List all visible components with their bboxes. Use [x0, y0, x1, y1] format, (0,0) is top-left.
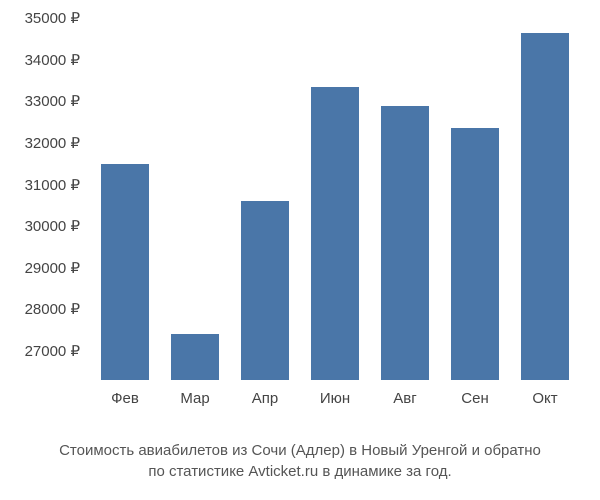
- caption-line-1: Стоимость авиабилетов из Сочи (Адлер) в …: [59, 442, 541, 459]
- bar: [521, 33, 569, 380]
- y-tick-label: 31000 ₽: [25, 176, 80, 194]
- y-tick-label: 35000 ₽: [25, 9, 80, 27]
- bar: [101, 164, 149, 380]
- plot-area: [90, 10, 580, 380]
- chart-caption: Стоимость авиабилетов из Сочи (Адлер) в …: [0, 440, 600, 482]
- x-tick-label: Авг: [393, 390, 416, 407]
- y-tick-label: 32000 ₽: [25, 134, 80, 152]
- bar: [381, 106, 429, 380]
- y-tick-label: 27000 ₽: [25, 342, 80, 360]
- y-tick-label: 28000 ₽: [25, 300, 80, 318]
- bar: [241, 201, 289, 380]
- y-tick-label: 30000 ₽: [25, 217, 80, 235]
- y-tick-label: 34000 ₽: [25, 51, 80, 69]
- x-tick-label: Окт: [532, 390, 557, 407]
- x-tick-label: Мар: [180, 390, 209, 407]
- y-tick-label: 33000 ₽: [25, 92, 80, 110]
- caption-line-2: по статистике Avticket.ru в динамике за …: [148, 463, 451, 480]
- x-axis: Фев Мар Апр Июн Авг Сен Окт: [90, 385, 580, 415]
- y-axis: 27000 ₽ 28000 ₽ 29000 ₽ 30000 ₽ 31000 ₽ 32000…: [0, 10, 85, 380]
- bar: [451, 128, 499, 380]
- y-tick-label: 29000 ₽: [25, 259, 80, 277]
- x-tick-label: Июн: [320, 390, 350, 407]
- bar: [311, 87, 359, 380]
- x-tick-label: Апр: [252, 390, 278, 407]
- bar: [171, 334, 219, 380]
- bar-chart: 27000 ₽ 28000 ₽ 29000 ₽ 30000 ₽ 31000 ₽ 32000…: [0, 0, 600, 430]
- x-tick-label: Фев: [111, 390, 139, 407]
- x-tick-label: Сен: [461, 390, 488, 407]
